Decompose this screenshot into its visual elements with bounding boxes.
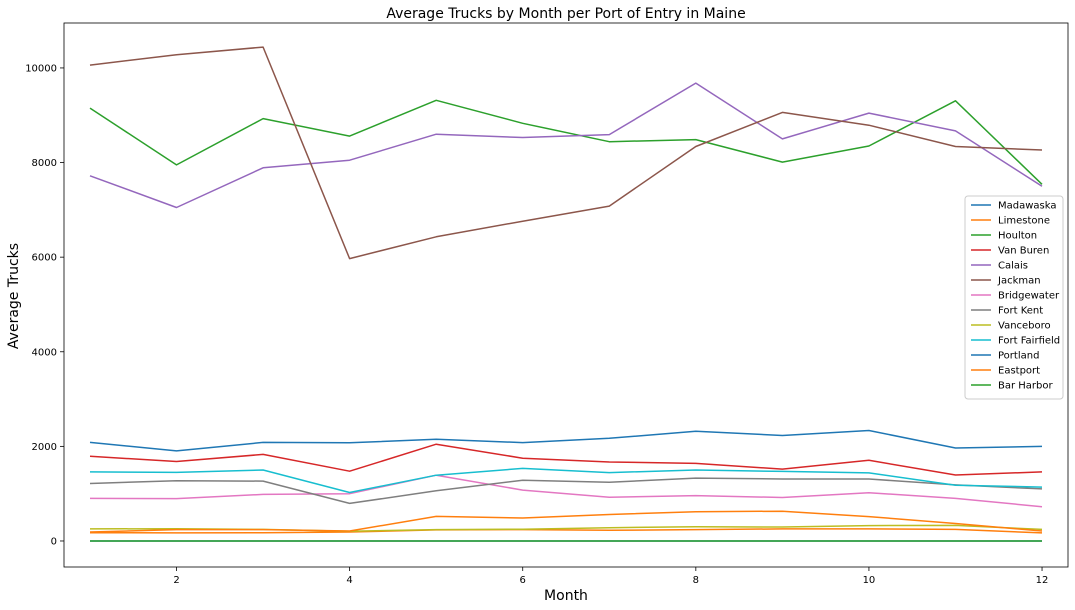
axes-layer: 2 4 6 8 10 12 0 2000 4000 6000 8000 10000	[25, 22, 1069, 586]
legend-label-11: Eastport	[998, 366, 1040, 377]
legend-label-4: Calais	[998, 261, 1028, 272]
x-axis-label: Month	[544, 588, 588, 604]
y-tick-label-2: 4000	[32, 347, 57, 358]
legend-label-1: Limestone	[998, 216, 1050, 227]
series-line-0	[89, 429, 1043, 452]
chart-title: Average Trucks by Month per Port of Entr…	[386, 6, 745, 22]
series-line-1	[89, 528, 1043, 534]
legend-label-2: Houlton	[998, 231, 1037, 242]
legend-label-5: Jackman	[997, 276, 1041, 287]
y-tick-label-3: 6000	[32, 253, 57, 264]
x-tick-label-1: 4	[346, 575, 352, 586]
series-line-5	[89, 46, 1043, 260]
series-line-3	[89, 443, 1043, 476]
x-tick-label-5: 12	[1036, 575, 1049, 586]
x-tick-label-4: 10	[863, 575, 876, 586]
legend-label-0: Madawaska	[998, 201, 1057, 212]
x-tick-label-2: 6	[520, 575, 526, 586]
legend-label-3: Van Buren	[998, 246, 1049, 257]
legend-label-6: Bridgewater	[998, 291, 1060, 302]
legend-label-8: Vanceboro	[998, 321, 1051, 332]
plot-frame	[63, 22, 1069, 568]
y-tick-label-4: 8000	[32, 158, 57, 169]
x-tick-label-3: 8	[693, 575, 699, 586]
x-tick-label-0: 2	[173, 575, 179, 586]
series-layer	[89, 46, 1043, 542]
legend: Madawaska Limestone Houlton Van Buren Calais…	[964, 195, 1064, 400]
legend-label-10: Portland	[998, 351, 1039, 362]
series-line-6	[89, 474, 1043, 508]
y-axis-label: Average Trucks	[6, 243, 22, 349]
legend-label-9: Fort Fairfield	[998, 336, 1060, 347]
series-line-4	[89, 82, 1043, 209]
series-line-7	[89, 477, 1043, 505]
series-line-11	[89, 510, 1043, 533]
y-tick-label-5: 10000	[25, 63, 57, 74]
y-tick-label-1: 2000	[32, 442, 57, 453]
legend-box	[964, 195, 1064, 400]
series-line-2	[89, 99, 1043, 185]
legend-label-7: Fort Kent	[998, 306, 1043, 317]
series-line-9	[89, 467, 1043, 494]
y-tick-label-0: 0	[51, 536, 57, 547]
legend-label-12: Bar Harbor	[998, 381, 1054, 392]
